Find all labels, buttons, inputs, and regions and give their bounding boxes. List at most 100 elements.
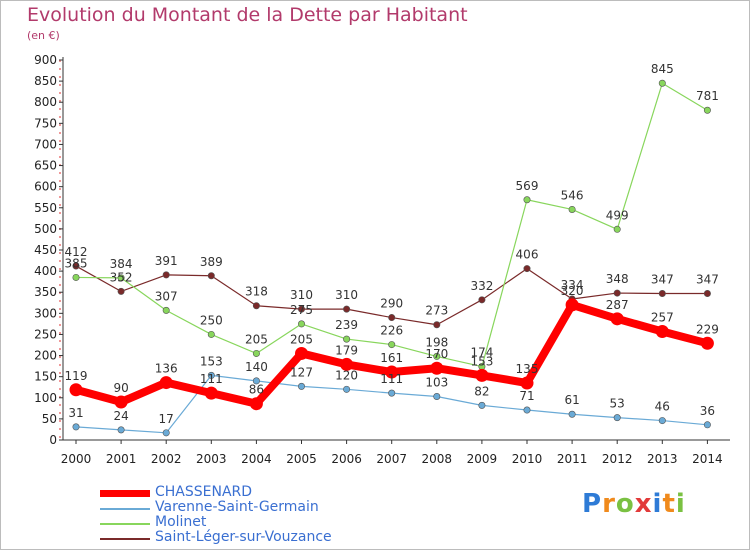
y-tick-label: 350 bbox=[34, 285, 57, 299]
unit-label: (en €) bbox=[27, 29, 60, 42]
data-label: 229 bbox=[696, 322, 719, 336]
y-tick-label: 100 bbox=[34, 391, 57, 405]
y-tick-label: 800 bbox=[34, 95, 57, 109]
data-label: 153 bbox=[200, 354, 223, 368]
y-tick-label: 150 bbox=[34, 370, 57, 384]
data-label: 46 bbox=[655, 400, 670, 414]
data-label: 135 bbox=[516, 362, 539, 376]
x-tick-label: 2004 bbox=[241, 452, 272, 466]
data-label: 205 bbox=[290, 332, 313, 346]
data-label: 36 bbox=[700, 404, 715, 418]
y-tick-label: 450 bbox=[34, 243, 57, 257]
data-point bbox=[117, 426, 125, 434]
data-label: 499 bbox=[606, 208, 629, 222]
data-label: 310 bbox=[335, 288, 358, 302]
data-point bbox=[610, 312, 624, 326]
y-tick-label: 600 bbox=[34, 180, 57, 194]
data-label: 334 bbox=[561, 278, 584, 292]
x-tick-label: 2003 bbox=[196, 452, 227, 466]
x-tick-label: 2009 bbox=[467, 452, 498, 466]
data-label: 332 bbox=[470, 279, 493, 293]
data-label: 111 bbox=[200, 372, 223, 386]
y-tick-label: 900 bbox=[34, 53, 57, 67]
data-point bbox=[114, 395, 128, 409]
data-label: 205 bbox=[245, 332, 268, 346]
x-tick-label: 2001 bbox=[106, 452, 137, 466]
data-label: 569 bbox=[516, 179, 539, 193]
data-label: 179 bbox=[335, 343, 358, 357]
data-point bbox=[388, 341, 396, 349]
data-point bbox=[72, 423, 80, 431]
data-point bbox=[252, 377, 260, 385]
legend-swatch bbox=[100, 490, 150, 497]
data-point bbox=[568, 410, 576, 418]
data-label: 287 bbox=[606, 298, 629, 312]
data-point bbox=[343, 305, 351, 313]
data-point bbox=[523, 265, 531, 273]
data-point bbox=[72, 262, 80, 270]
data-label: 310 bbox=[290, 288, 313, 302]
legend-swatch bbox=[100, 538, 150, 540]
data-point bbox=[658, 79, 666, 87]
data-point bbox=[162, 271, 170, 279]
data-point bbox=[475, 368, 489, 382]
data-label: 198 bbox=[425, 335, 448, 349]
data-point bbox=[340, 357, 354, 371]
data-label: 273 bbox=[425, 304, 448, 318]
data-label: 103 bbox=[425, 376, 448, 390]
data-label: 412 bbox=[65, 245, 88, 259]
legend-label: Varenne-Saint-Germain bbox=[155, 499, 319, 515]
data-label: 136 bbox=[155, 362, 178, 376]
data-label: 140 bbox=[245, 360, 268, 374]
x-tick-label: 2007 bbox=[376, 452, 407, 466]
data-label: 347 bbox=[651, 272, 674, 286]
y-tick-label: 250 bbox=[34, 327, 57, 341]
data-point bbox=[388, 389, 396, 397]
data-point bbox=[252, 302, 260, 310]
proxiti-logo: Proxiti bbox=[582, 489, 686, 519]
data-label: 318 bbox=[245, 285, 268, 299]
x-tick-label: 2012 bbox=[602, 452, 633, 466]
x-tick-label: 2014 bbox=[692, 452, 723, 466]
data-label: 226 bbox=[380, 324, 403, 338]
data-label: 275 bbox=[290, 303, 313, 317]
x-tick-label: 2006 bbox=[331, 452, 362, 466]
data-point bbox=[433, 321, 441, 329]
data-point bbox=[520, 376, 534, 390]
data-point bbox=[117, 287, 125, 295]
data-point bbox=[568, 205, 576, 213]
data-point bbox=[388, 314, 396, 322]
data-point bbox=[297, 320, 305, 328]
data-point bbox=[433, 352, 441, 360]
y-tick-label: 750 bbox=[34, 116, 57, 130]
data-label: 385 bbox=[65, 256, 88, 270]
legend-label: Saint-Léger-sur-Vouzance bbox=[155, 529, 332, 545]
data-label: 406 bbox=[516, 248, 539, 262]
data-point bbox=[703, 106, 711, 114]
data-point bbox=[613, 289, 621, 297]
data-point bbox=[523, 196, 531, 204]
data-label: 82 bbox=[474, 384, 489, 398]
y-tick-label: 50 bbox=[42, 412, 57, 426]
data-point bbox=[159, 376, 173, 390]
y-tick-label: 500 bbox=[34, 222, 57, 236]
data-point bbox=[703, 421, 711, 429]
data-label: 290 bbox=[380, 297, 403, 311]
data-label: 71 bbox=[519, 389, 534, 403]
data-label: 320 bbox=[561, 284, 584, 298]
y-tick-label: 700 bbox=[34, 137, 57, 151]
data-label: 161 bbox=[380, 351, 403, 365]
x-tick-label: 2002 bbox=[151, 452, 182, 466]
data-label: 61 bbox=[564, 393, 579, 407]
x-tick-label: 2013 bbox=[647, 452, 678, 466]
data-label: 111 bbox=[380, 372, 403, 386]
data-point bbox=[430, 361, 444, 375]
data-label: 347 bbox=[696, 272, 719, 286]
y-tick-label: 550 bbox=[34, 201, 57, 215]
data-label: 781 bbox=[696, 89, 719, 103]
data-point bbox=[703, 289, 711, 297]
x-tick-label: 2011 bbox=[557, 452, 588, 466]
data-point bbox=[385, 365, 399, 379]
data-label: 174 bbox=[470, 346, 493, 360]
data-point bbox=[252, 349, 260, 357]
